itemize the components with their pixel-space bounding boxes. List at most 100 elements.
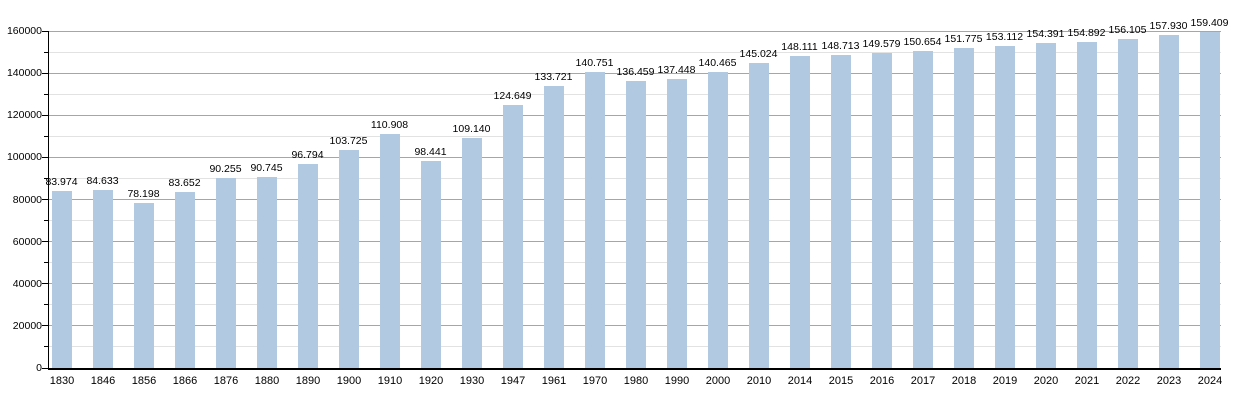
bar-1970 <box>584 71 605 368</box>
bar-1856 <box>133 203 154 368</box>
bar-2015 <box>830 54 851 368</box>
bar-value-label: 136.459 <box>616 65 655 78</box>
y-axis-label: 80000 <box>12 193 42 206</box>
bar-value-label: 150.654 <box>903 35 942 48</box>
bar-value-label: 90.255 <box>209 162 242 175</box>
x-axis-label: 1910 <box>377 375 403 387</box>
x-axis-labels: 1830 1846 1856 1866 1876 1880 1890 1900 1910 1920… <box>0 374 1250 390</box>
y-axis-tick <box>44 93 49 95</box>
y-axis-label: 140000 <box>6 67 42 80</box>
x-axis-label: 1830 <box>49 375 75 387</box>
bar-value-label: 98.441 <box>414 145 447 158</box>
x-axis-label: 2019 <box>992 375 1018 387</box>
bar-value-label: 154.892 <box>1067 26 1106 39</box>
y-axis-tick <box>42 283 49 285</box>
x-axis-label: 1890 <box>295 375 321 387</box>
bar-value-label: 137.448 <box>657 63 696 76</box>
y-axis-tick <box>42 30 49 32</box>
bar-2016 <box>871 52 892 368</box>
bar-1920 <box>420 160 441 368</box>
y-axis-tick <box>44 304 49 306</box>
bar-value-label: 90.745 <box>250 161 283 174</box>
bar-value-label: 151.775 <box>944 33 983 46</box>
bar-2000 <box>707 72 728 368</box>
bar-1980 <box>625 80 646 368</box>
bar-value-label: 156.105 <box>1108 24 1147 37</box>
bar-value-label: 149.579 <box>862 37 901 50</box>
x-axis-label: 1980 <box>623 375 649 387</box>
y-axis-label: 160000 <box>6 25 42 37</box>
bar-value-label: 83.652 <box>168 176 201 189</box>
bar-value-label: 78.198 <box>127 188 160 201</box>
bar-2019 <box>994 45 1015 368</box>
bar-value-label: 153.112 <box>985 30 1024 43</box>
bar-value-label: 148.713 <box>821 39 860 52</box>
y-axis-tick <box>42 199 49 200</box>
x-axis-label: 1990 <box>664 375 690 387</box>
x-axis-label: 1970 <box>582 375 608 387</box>
x-axis-label: 1846 <box>90 375 116 387</box>
bar-value-label: 83.974 <box>45 176 78 189</box>
y-axis-tick <box>44 135 49 137</box>
y-axis-tick <box>44 346 49 348</box>
bar-value-label: 110.908 <box>370 119 409 132</box>
bar-1846 <box>92 189 113 368</box>
bar-1930 <box>461 138 482 368</box>
y-axis-label: 20000 <box>12 319 42 332</box>
y-gridline-minor <box>49 51 1221 53</box>
bar-2020 <box>1035 42 1056 368</box>
bar-1880 <box>256 176 277 368</box>
y-axis-label: 120000 <box>6 109 42 122</box>
x-axis-label: 1880 <box>254 375 280 387</box>
x-axis-label: 1900 <box>336 375 362 387</box>
bar-1900 <box>338 149 359 368</box>
bar-value-label: 140.465 <box>698 57 737 70</box>
bar-value-label: 148.111 <box>781 41 818 54</box>
x-axis-label: 1866 <box>172 375 198 387</box>
x-axis-label: 1920 <box>418 375 444 387</box>
x-axis-label: 2023 <box>1156 375 1182 387</box>
bar-2022 <box>1117 39 1138 368</box>
bar-value-label: 140.751 <box>575 56 614 69</box>
y-gridline-major <box>49 72 1221 74</box>
bar-value-label: 103.725 <box>329 134 368 147</box>
bar-value-label: 133.721 <box>534 71 573 84</box>
bar-value-label: 96.794 <box>291 149 324 162</box>
bar-2017 <box>912 50 933 368</box>
bar-value-label: 157.930 <box>1149 20 1188 33</box>
y-axis-label: 60000 <box>12 235 42 248</box>
x-axis-label: 1856 <box>131 375 157 387</box>
bar-2018 <box>953 48 974 368</box>
x-axis-label: 2016 <box>869 375 895 387</box>
bar-value-label: 124.649 <box>493 90 532 103</box>
y-axis-tick <box>42 325 49 327</box>
plot-area: 83.974 84.633 78.198 83.652 90.255 90.745 96.7… <box>42 17 1228 370</box>
y-axis-tick <box>42 241 49 243</box>
x-axis-label: 2000 <box>705 375 731 387</box>
x-axis-label: 2022 <box>1115 375 1141 387</box>
bar-2023 <box>1158 35 1179 368</box>
bar-value-label: 145.024 <box>739 47 778 60</box>
x-axis-label: 1947 <box>500 375 526 387</box>
x-axis-label: 1930 <box>459 375 485 387</box>
x-axis-label: 1961 <box>541 375 567 387</box>
y-axis-tick <box>42 156 49 158</box>
bar-1961 <box>543 86 564 368</box>
bar-1890 <box>297 164 318 368</box>
x-axis-label: 2010 <box>746 375 772 387</box>
bar-value-label: 159.409 <box>1190 17 1229 30</box>
y-axis-tick <box>44 51 49 53</box>
bar-1947 <box>502 105 523 368</box>
y-axis-tick <box>44 220 49 222</box>
bar-value-label: 154.391 <box>1026 27 1065 40</box>
x-axis-label: 2021 <box>1074 375 1100 387</box>
bar-1876 <box>215 177 236 368</box>
bar-value-label: 84.633 <box>86 174 119 187</box>
bar-1910 <box>379 134 400 368</box>
bar-value-label: 109.140 <box>452 123 491 136</box>
y-axis-tick <box>42 114 49 116</box>
bar-1990 <box>666 78 687 368</box>
x-axis-label: 2020 <box>1033 375 1059 387</box>
bar-2010 <box>748 62 769 368</box>
